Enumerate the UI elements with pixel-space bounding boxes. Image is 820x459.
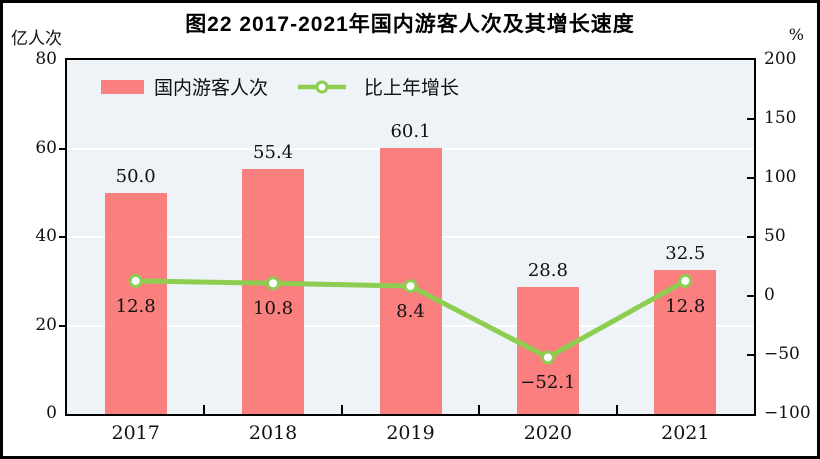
- right-axis-tick-label: 200: [764, 49, 797, 69]
- growth-value-label: 12.8: [665, 295, 706, 317]
- left-axis-tick-mark: [59, 324, 65, 327]
- line-marker: [403, 279, 418, 294]
- legend-bar-swatch: [101, 79, 144, 94]
- left-axis-tick-label: 20: [35, 314, 57, 335]
- right-axis-tick-label: 150: [764, 108, 797, 128]
- legend-label-line-series: 比上年增长: [364, 78, 460, 99]
- legend-line-sample: [298, 80, 347, 93]
- right-axis-tick-mark: [747, 177, 754, 179]
- bar-value-label: 55.4: [253, 141, 294, 163]
- growth-value-label: −52.1: [520, 372, 576, 394]
- right-axis-tick-label: 100: [764, 167, 797, 187]
- left-axis-tick-label: 0: [46, 403, 57, 423]
- x-axis-tick-mark: [615, 405, 618, 414]
- growth-value-label: 8.4: [396, 301, 425, 323]
- bar-value-label: 28.8: [527, 259, 568, 281]
- left-axis-tick-mark: [59, 236, 65, 238]
- x-axis-tick-mark: [203, 405, 206, 414]
- x-axis-label-2020: 2020: [523, 422, 573, 444]
- left-axis-tick-mark: [59, 147, 65, 150]
- left-axis-unit-label: 亿人次: [11, 29, 62, 48]
- left-axis-tick-label: 80: [35, 49, 57, 69]
- bar-value-label: 60.1: [390, 121, 431, 143]
- right-axis-tick-label: −50: [764, 344, 800, 364]
- x-axis-tick-mark: [478, 405, 481, 414]
- bar-2017: [104, 192, 167, 414]
- bar-value-label: 32.5: [665, 243, 706, 265]
- growth-value-label: 10.8: [253, 298, 294, 320]
- x-axis-label-2021: 2021: [661, 422, 710, 444]
- right-axis-unit-label: %: [788, 25, 804, 44]
- line-marker: [678, 273, 693, 288]
- x-axis-label-2017: 2017: [111, 422, 160, 444]
- plot-area: 50.0 55.4 60.1 28.8 32.5 12.8 10.8 8.4 −52.1 12.8…: [65, 58, 756, 416]
- right-axis-tick-label: 50: [764, 226, 786, 246]
- x-axis-label-2019: 2019: [386, 422, 435, 444]
- legend: 国内游客人次 比上年增长: [101, 73, 459, 100]
- right-axis-tick-mark: [747, 354, 754, 356]
- right-axis-tick-mark: [747, 295, 754, 297]
- bar-2020: [516, 286, 579, 414]
- chart-title: 图22 2017-2021年国内游客人次及其增长速度: [185, 13, 635, 36]
- legend-line-sample-wrap: [298, 79, 355, 95]
- right-axis-tick-label: −100: [764, 403, 811, 423]
- right-axis-tick-label: 0: [764, 285, 775, 305]
- left-axis-tick-label: 40: [35, 226, 57, 246]
- growth-value-label: 12.8: [115, 295, 156, 317]
- growth-line-plot: [128, 273, 693, 365]
- x-axis-tick-mark: [340, 405, 343, 414]
- right-axis-tick-mark: [747, 236, 754, 238]
- line-marker: [128, 273, 143, 288]
- legend-label-bar-series: 国内游客人次: [154, 78, 269, 99]
- bar-value-label: 50.0: [115, 165, 156, 187]
- line-marker: [266, 276, 281, 291]
- left-axis-tick-label: 60: [35, 137, 57, 158]
- x-axis-label-2018: 2018: [248, 422, 298, 444]
- right-axis-tick-mark: [747, 118, 754, 120]
- bar-2018: [242, 168, 305, 414]
- line-marker: [540, 350, 555, 365]
